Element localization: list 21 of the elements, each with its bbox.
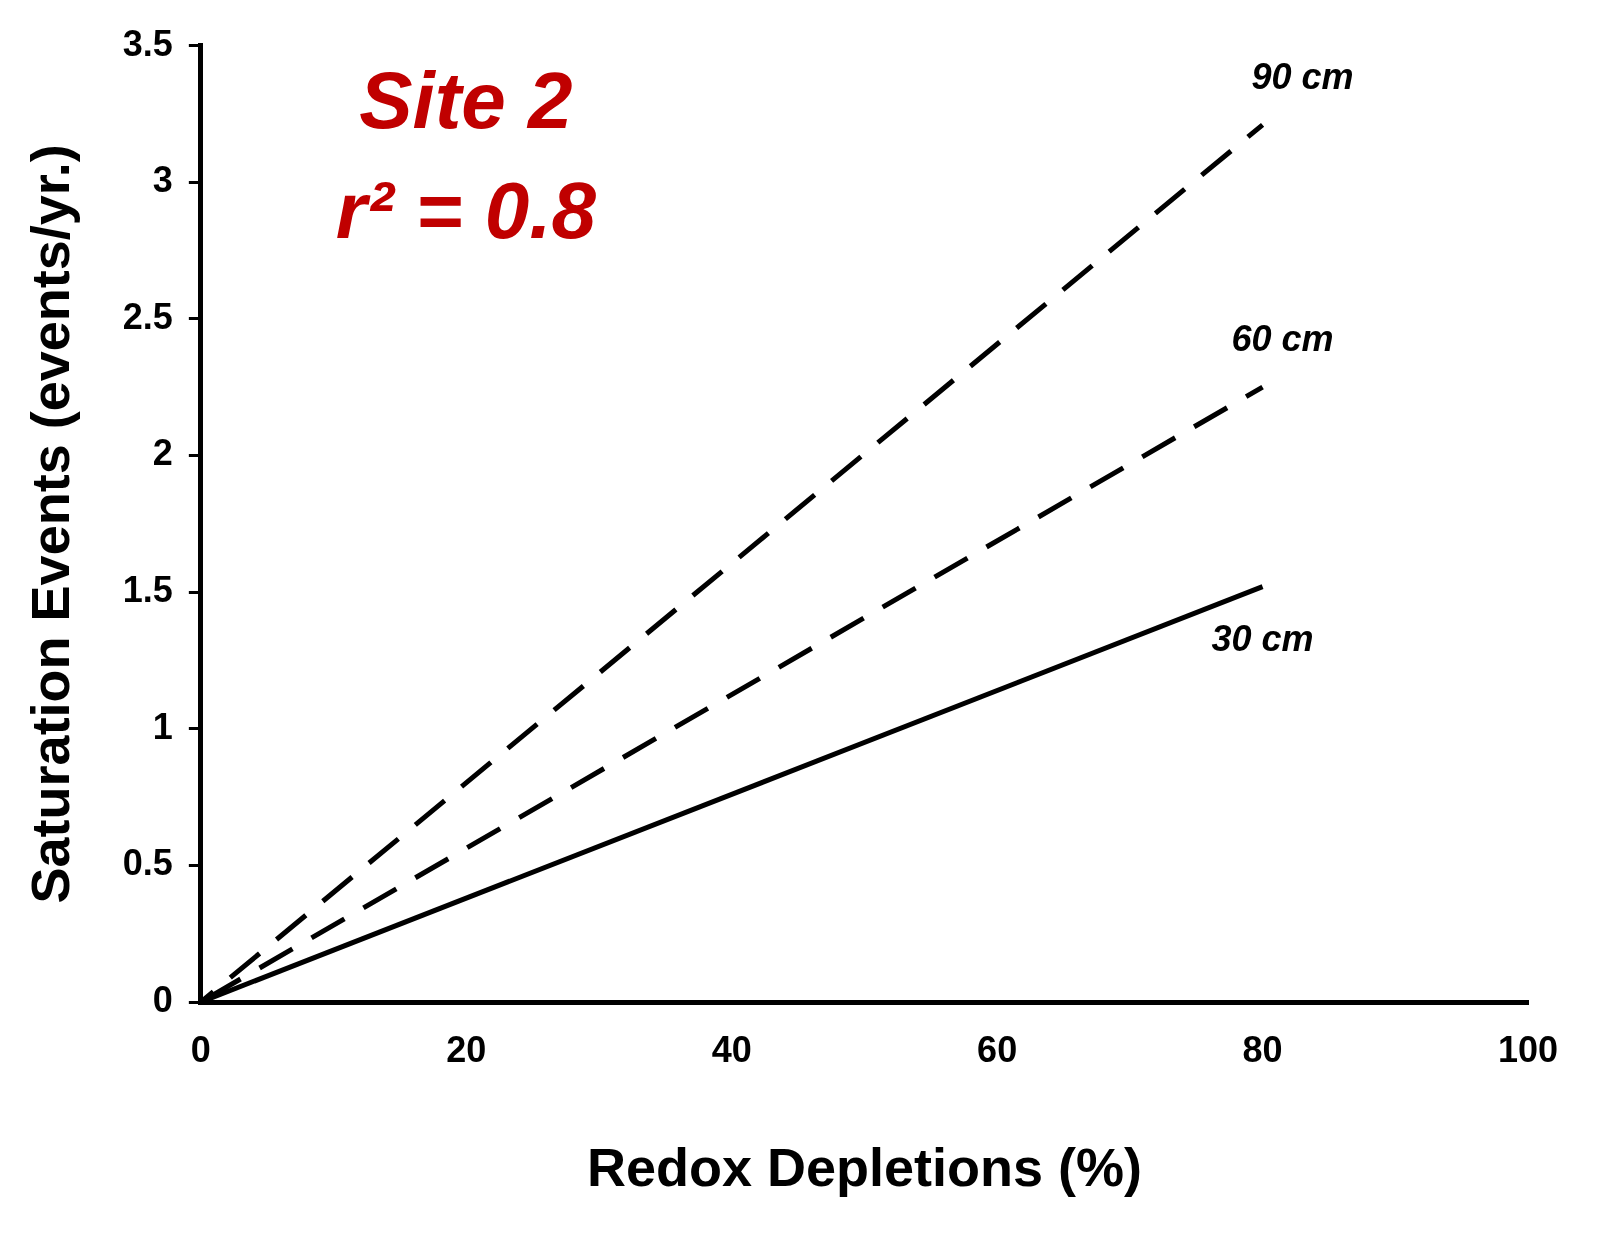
y-tick-label: 3.5: [122, 22, 173, 64]
x-tick-label: 20: [446, 1028, 487, 1070]
series-label: 30 cm: [1211, 617, 1314, 659]
y-tick-label: 3: [152, 159, 173, 201]
y-tick-label: 2.5: [122, 295, 173, 337]
y-tick-label: 1.5: [122, 569, 173, 611]
series-label: 60 cm: [1231, 318, 1334, 360]
y-axis-title: Saturation Events (events/yr.): [20, 144, 81, 904]
x-axis-title: Redox Depletions (%): [586, 1137, 1142, 1198]
y-tick-label: 0: [152, 978, 173, 1020]
y-tick-label: 1: [152, 705, 173, 747]
text: r² = 0.8: [335, 165, 597, 255]
x-tick-label: 40: [711, 1028, 752, 1070]
x-tick-label: 60: [977, 1028, 1018, 1070]
x-tick-label: 80: [1242, 1028, 1283, 1070]
series-label: 90 cm: [1251, 55, 1354, 97]
chart-title: Site 2: [359, 55, 573, 145]
y-tick-label: 2: [152, 432, 173, 474]
x-tick-label: 0: [190, 1028, 211, 1070]
x-tick-label: 100: [1497, 1028, 1559, 1070]
y-tick-label: 0.5: [122, 842, 173, 884]
